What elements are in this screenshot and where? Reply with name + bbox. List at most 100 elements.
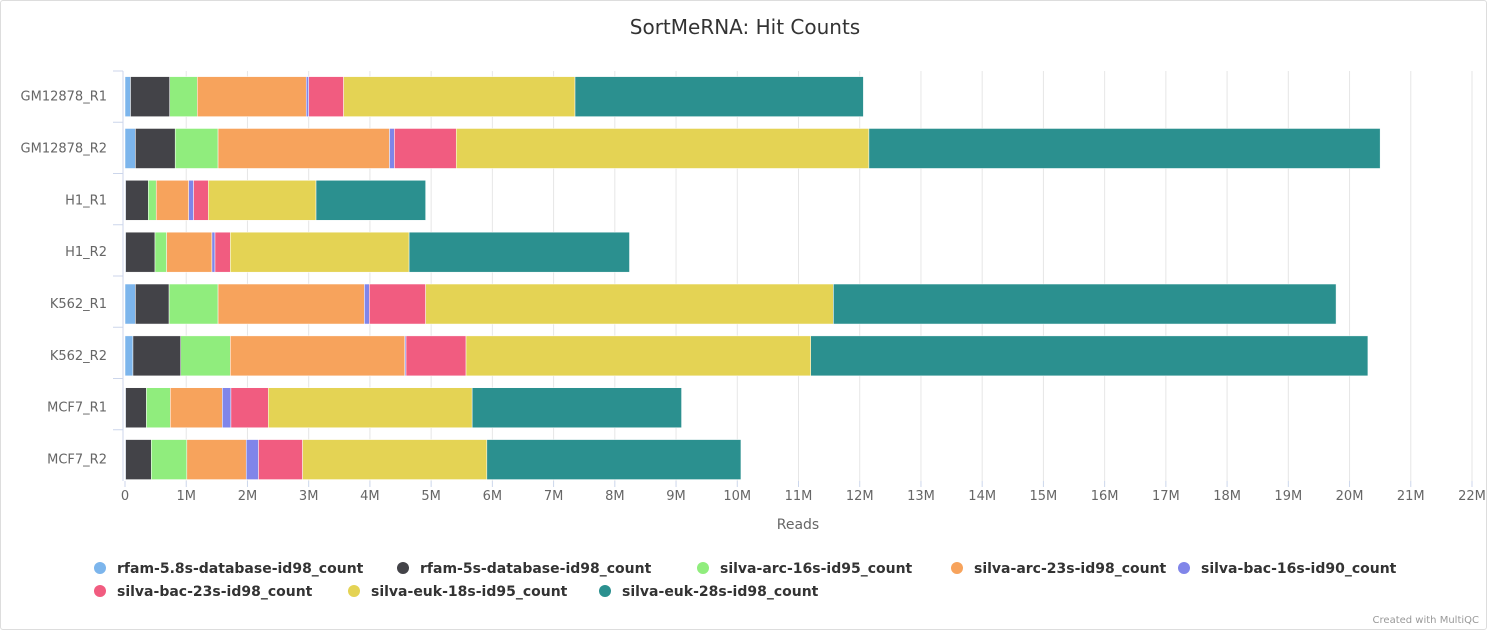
chart-title: SortMeRNA: Hit Counts bbox=[630, 15, 860, 39]
bar-GM12878_R2-silva-arc-16s-id95_count[interactable] bbox=[174, 128, 219, 169]
x-tick-label: 19M bbox=[1274, 489, 1302, 504]
bar-MCF7_R1-rfam-5s-database-id98_count[interactable] bbox=[125, 387, 147, 428]
legend-label: silva-euk-18s-id95_count bbox=[371, 584, 568, 600]
legend-marker-icon bbox=[1178, 562, 1190, 574]
legend-label: silva-arc-16s-id95_count bbox=[720, 561, 913, 577]
bar-MCF7_R1-silva-arc-16s-id95_count[interactable] bbox=[146, 387, 171, 428]
credit-text: Created with MultiQC bbox=[1373, 615, 1479, 626]
bar-MCF7_R2-silva-arc-16s-id95_count[interactable] bbox=[151, 439, 188, 480]
legend-marker-icon bbox=[348, 585, 360, 597]
x-tick-label: 22M bbox=[1458, 489, 1486, 504]
bar-K562_R2-silva-bac-23s-id98_count[interactable] bbox=[405, 335, 467, 377]
bar-GM12878_R1-silva-euk-18s-id95_count[interactable] bbox=[343, 76, 576, 117]
bar-H1_R1-silva-arc-16s-id95_count[interactable] bbox=[148, 180, 157, 221]
bar-MCF7_R1-silva-arc-23s-id98_count[interactable] bbox=[170, 387, 223, 428]
bar-K562_R1-silva-arc-23s-id98_count[interactable] bbox=[217, 283, 365, 325]
legend-item[interactable]: silva-bac-16s-id90_count bbox=[1178, 561, 1397, 577]
bar-GM12878_R2-rfam-5.8s-database-id98_count[interactable] bbox=[124, 128, 136, 169]
bar-H1_R2-silva-arc-16s-id95_count[interactable] bbox=[154, 231, 167, 273]
bar-K562_R1-silva-euk-18s-id95_count[interactable] bbox=[425, 283, 834, 325]
bar-GM12878_R1-silva-arc-23s-id98_count[interactable] bbox=[196, 76, 307, 117]
x-tick-label: 17M bbox=[1152, 489, 1180, 504]
x-tick-label: 12M bbox=[846, 489, 874, 504]
bar-H1_R2-silva-bac-16s-id90_count[interactable] bbox=[211, 231, 216, 273]
x-tick-label: 13M bbox=[907, 489, 935, 504]
x-tick-label: 1M bbox=[176, 489, 196, 504]
bar-GM12878_R2-silva-arc-23s-id98_count[interactable] bbox=[217, 128, 390, 169]
bar-K562_R2-rfam-5.8s-database-id98_count[interactable] bbox=[124, 335, 134, 377]
legend-item[interactable]: silva-euk-18s-id95_count bbox=[348, 584, 568, 600]
bar-GM12878_R2-silva-bac-23s-id98_count[interactable] bbox=[394, 128, 457, 169]
legend: rfam-5.8s-database-id98_count rfam-5s-dat… bbox=[94, 561, 1397, 600]
legend-item[interactable]: silva-euk-28s-id98_count bbox=[599, 584, 819, 600]
y-category-label: H1_R2 bbox=[65, 245, 107, 260]
bar-K562_R2-silva-arc-16s-id95_count[interactable] bbox=[180, 335, 231, 377]
bar-H1_R2-rfam-5s-database-id98_count[interactable] bbox=[125, 231, 156, 273]
bar-MCF7_R2-rfam-5s-database-id98_count[interactable] bbox=[125, 439, 152, 480]
bar-MCF7_R1-silva-bac-16s-id90_count[interactable] bbox=[222, 387, 232, 428]
x-axis: 0 1M 2M 3M 4M 5M 6M 7M 8M 9M 10M 11M 12M 13M 14M 15M 16M… bbox=[121, 481, 1486, 504]
bar-GM12878_R2-rfam-5s-database-id98_count[interactable] bbox=[135, 128, 176, 169]
bar-MCF7_R2-silva-euk-18s-id95_count[interactable] bbox=[302, 439, 488, 480]
bar-GM12878_R1-silva-euk-28s-id98_count[interactable] bbox=[574, 76, 864, 117]
bar-GM12878_R1-rfam-5.8s-database-id98_count[interactable] bbox=[124, 76, 131, 117]
legend-marker-icon bbox=[599, 585, 611, 597]
bar-GM12878_R2-silva-bac-16s-id90_count[interactable] bbox=[389, 128, 395, 169]
bar-GM12878_R1-silva-arc-16s-id95_count[interactable] bbox=[169, 76, 198, 117]
bar-K562_R1-rfam-5.8s-database-id98_count[interactable] bbox=[124, 283, 136, 325]
bar-H1_R2-silva-euk-28s-id98_count[interactable] bbox=[408, 231, 630, 273]
legend-item[interactable]: rfam-5s-database-id98_count bbox=[397, 561, 652, 577]
legend-item[interactable]: silva-arc-16s-id95_count bbox=[697, 561, 913, 577]
x-tick-label: 4M bbox=[360, 489, 380, 504]
bar-K562_R2-silva-arc-23s-id98_count[interactable] bbox=[230, 335, 406, 377]
x-tick-label: 16M bbox=[1091, 489, 1119, 504]
x-tick-label: 20M bbox=[1336, 489, 1364, 504]
bar-H1_R1-silva-bac-16s-id90_count[interactable] bbox=[188, 180, 194, 221]
bar-H1_R1-silva-arc-23s-id98_count[interactable] bbox=[155, 180, 189, 221]
y-category-label: GM12878_R1 bbox=[21, 90, 107, 105]
legend-label: silva-arc-23s-id98_count bbox=[974, 561, 1167, 577]
bar-K562_R2-silva-euk-18s-id95_count[interactable] bbox=[465, 335, 811, 377]
bar-MCF7_R1-silva-euk-18s-id95_count[interactable] bbox=[268, 387, 473, 428]
bar-MCF7_R2-silva-bac-16s-id90_count[interactable] bbox=[245, 439, 259, 480]
legend-marker-icon bbox=[94, 585, 106, 597]
legend-label: silva-euk-28s-id98_count bbox=[622, 584, 819, 600]
bar-K562_R2-rfam-5s-database-id98_count[interactable] bbox=[132, 335, 181, 377]
y-category-label: MCF7_R1 bbox=[47, 401, 107, 416]
bar-H1_R1-silva-bac-23s-id98_count[interactable] bbox=[193, 180, 209, 221]
bar-GM12878_R2-silva-euk-18s-id95_count[interactable] bbox=[455, 128, 870, 169]
bar-MCF7_R1-silva-euk-28s-id98_count[interactable] bbox=[471, 387, 682, 428]
bar-H1_R1-silva-euk-28s-id98_count[interactable] bbox=[315, 180, 426, 221]
bar-K562_R1-silva-arc-16s-id95_count[interactable] bbox=[168, 283, 219, 325]
bar-H1_R1-silva-euk-18s-id95_count[interactable] bbox=[208, 180, 317, 221]
bars bbox=[124, 76, 1381, 480]
legend-marker-icon bbox=[697, 562, 709, 574]
bar-MCF7_R2-silva-euk-28s-id98_count[interactable] bbox=[486, 439, 742, 480]
bar-H1_R1-rfam-5s-database-id98_count[interactable] bbox=[125, 180, 149, 221]
legend-item[interactable]: rfam-5.8s-database-id98_count bbox=[94, 561, 364, 577]
bar-K562_R2-silva-euk-28s-id98_count[interactable] bbox=[810, 335, 1369, 377]
bar-GM12878_R1-rfam-5s-database-id98_count[interactable] bbox=[130, 76, 170, 117]
bar-H1_R2-silva-bac-23s-id98_count[interactable] bbox=[214, 231, 231, 273]
x-tick-label: 3M bbox=[299, 489, 319, 504]
bar-K562_R1-silva-euk-28s-id98_count[interactable] bbox=[833, 283, 1337, 325]
bar-K562_R1-silva-bac-23s-id98_count[interactable] bbox=[369, 283, 426, 325]
bar-K562_R1-silva-bac-16s-id90_count[interactable] bbox=[364, 283, 370, 325]
legend-label: rfam-5.8s-database-id98_count bbox=[117, 561, 364, 577]
bar-GM12878_R1-silva-bac-23s-id98_count[interactable] bbox=[308, 76, 344, 117]
legend-item[interactable]: silva-arc-23s-id98_count bbox=[951, 561, 1167, 577]
x-tick-label: 8M bbox=[605, 489, 625, 504]
bar-H1_R2-silva-arc-23s-id98_count[interactable] bbox=[166, 231, 213, 273]
legend-item[interactable]: silva-bac-23s-id98_count bbox=[94, 584, 313, 600]
bar-GM12878_R1-silva-bac-16s-id90_count[interactable] bbox=[305, 76, 309, 117]
bar-MCF7_R2-silva-bac-23s-id98_count[interactable] bbox=[258, 439, 303, 480]
bar-MCF7_R1-silva-bac-23s-id98_count[interactable] bbox=[230, 387, 269, 428]
x-tick-label: 7M bbox=[544, 489, 564, 504]
bar-MCF7_R2-silva-arc-23s-id98_count[interactable] bbox=[186, 439, 247, 480]
bar-K562_R1-rfam-5s-database-id98_count[interactable] bbox=[135, 283, 170, 325]
x-tick-label: 21M bbox=[1397, 489, 1425, 504]
bar-GM12878_R2-silva-euk-28s-id98_count[interactable] bbox=[868, 128, 1381, 169]
bar-H1_R2-silva-euk-18s-id95_count[interactable] bbox=[230, 231, 410, 273]
